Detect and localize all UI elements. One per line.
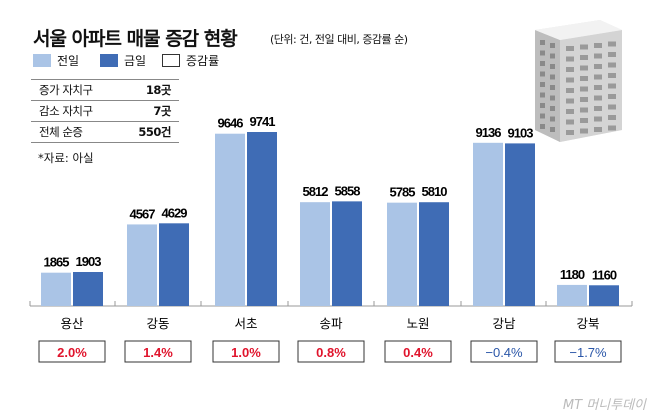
bar-today	[419, 202, 449, 306]
category-label: 송파	[319, 316, 343, 331]
change-rate-label: 0.8%	[316, 345, 346, 360]
bar-value-label: 1180	[560, 267, 585, 282]
change-rate-box	[470, 340, 538, 363]
legend-prev-day: 전일	[33, 52, 79, 69]
change-rate-box	[554, 340, 622, 363]
bar-value-label: 9646	[218, 116, 244, 131]
bar-value-label: 9136	[476, 125, 502, 140]
bar-prev	[387, 202, 417, 306]
bar-value-label: 5858	[335, 183, 361, 198]
change-rate-label: −1.7%	[569, 345, 607, 360]
bar-today	[589, 285, 619, 306]
bar-prev	[300, 202, 330, 306]
change-rate-label: 2.0%	[57, 345, 87, 360]
category-label: 용산	[60, 316, 84, 331]
bar-today	[159, 223, 189, 306]
summary-value: 550건	[118, 121, 179, 143]
change-rate-label: 1.4%	[143, 345, 173, 360]
change-rate-box	[38, 340, 106, 363]
chart-title: 서울 아파트 매물 증감 현황	[33, 28, 238, 50]
bar-prev	[473, 142, 503, 306]
building-illustration	[535, 20, 622, 142]
bar-prev	[557, 284, 587, 306]
bar-today	[247, 132, 277, 306]
bar-prev	[127, 224, 157, 306]
bar-value-label: 1903	[76, 254, 102, 269]
bar-value-label: 9741	[250, 114, 276, 129]
category-label: 서초	[234, 316, 257, 331]
change-rate-box	[124, 340, 192, 363]
bar-value-label: 1160	[592, 267, 617, 282]
bar-value-label: 4629	[162, 205, 188, 220]
change-rate-box	[212, 340, 280, 363]
bar-today	[505, 143, 535, 306]
bar-prev	[41, 272, 71, 306]
summary-row: 감소 자치구 7곳	[31, 100, 179, 122]
category-label: 강남	[492, 316, 516, 331]
change-rate-box	[384, 340, 452, 363]
bar-value-label: 4567	[130, 206, 156, 221]
source-note: *자료: 아실	[38, 151, 94, 165]
bar-value-label: 5785	[390, 185, 416, 200]
legend-label: 금일	[124, 54, 147, 68]
bar-today	[332, 201, 362, 306]
legend-swatch	[162, 54, 180, 67]
bar-value-label: 5812	[303, 184, 329, 199]
summary-table: 증가 자치구 18곳 감소 자치구 7곳 전체 순증 550건	[31, 79, 179, 143]
change-rate-label: 0.4%	[403, 345, 433, 360]
category-label: 강동	[146, 316, 169, 331]
bar-value-label: 9103	[508, 125, 534, 140]
category-label: 강북	[576, 316, 599, 331]
bar-prev	[215, 133, 245, 306]
legend-swatch	[100, 54, 118, 67]
legend-rate: 증감률	[162, 52, 219, 69]
legend-label: 증감률	[186, 54, 220, 68]
change-rate-label: 1.0%	[231, 345, 261, 360]
bar-today	[73, 272, 103, 306]
legend-swatch	[33, 54, 51, 67]
legend-today: 금일	[100, 52, 146, 69]
summary-label: 전체 순증	[31, 121, 119, 143]
summary-row: 전체 순증 550건	[31, 121, 179, 143]
bar-value-label: 1865	[44, 255, 70, 270]
watermark-logo: MT 머니투데이	[562, 398, 646, 413]
change-rate-box	[297, 340, 365, 363]
category-label: 노원	[406, 316, 429, 331]
bar-value-label: 5810	[422, 184, 448, 199]
unit-note: (단위: 건, 전일 대비, 증감률 순)	[270, 33, 408, 46]
change-rate-label: −0.4%	[485, 345, 523, 360]
summary-value: 7곳	[118, 100, 179, 122]
legend-label: 전일	[57, 54, 80, 68]
